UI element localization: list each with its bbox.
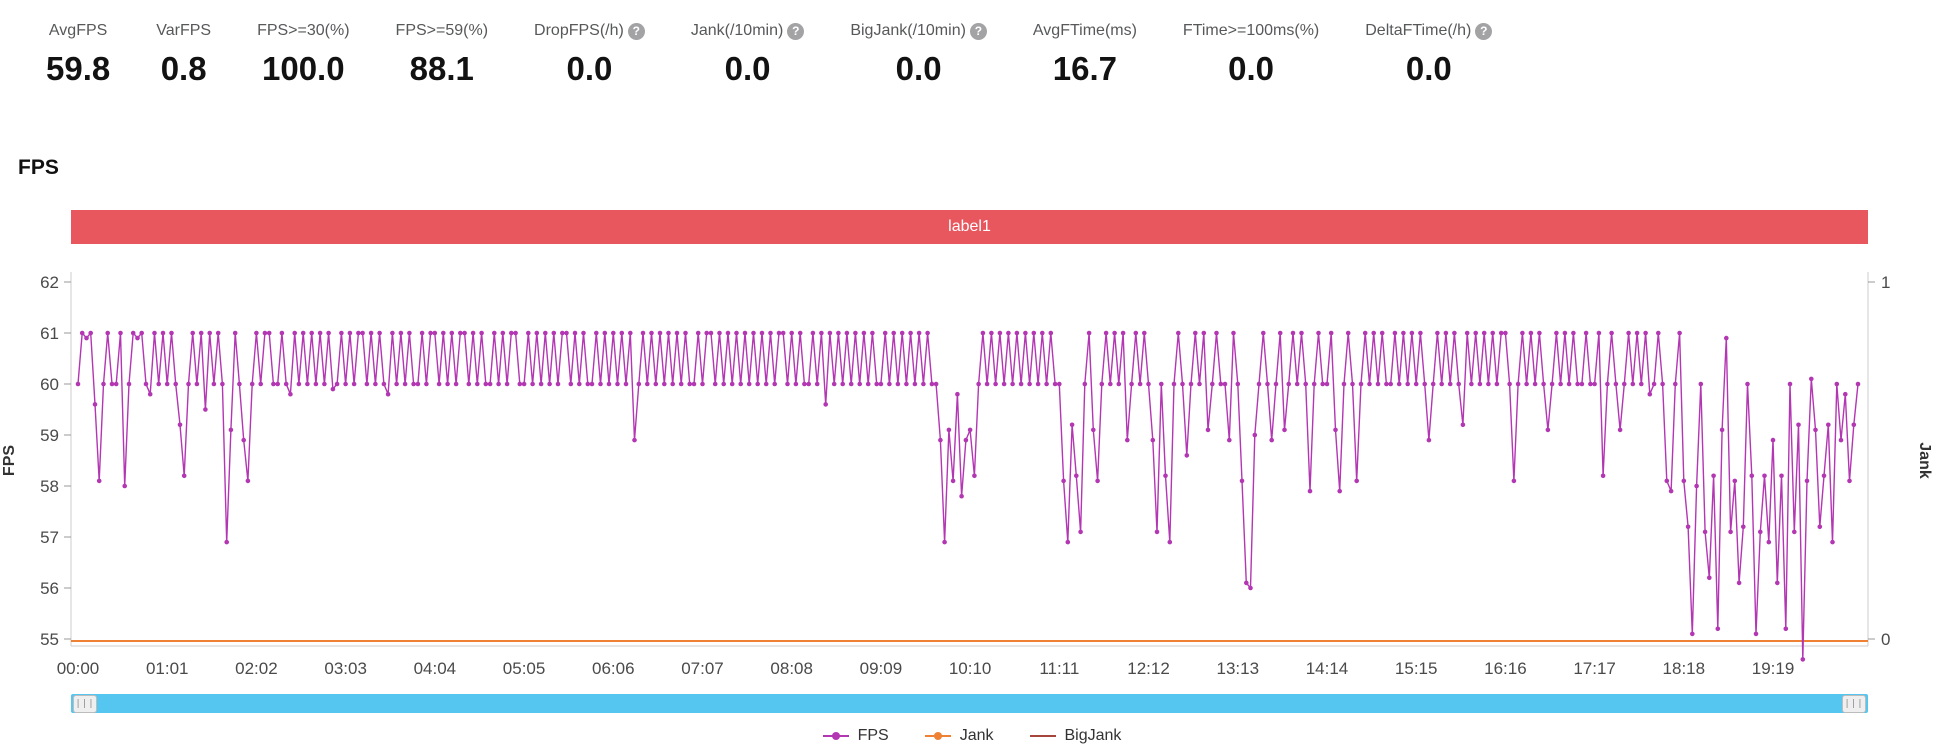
- metrics-bar: AvgFPS 59.8 VarFPS 0.8 FPS>=30(%) 100.0 FPS>=5…: [46, 22, 1493, 88]
- metric-label: AvgFPS: [48, 22, 108, 39]
- x-axis-tick: 04:04: [414, 659, 457, 678]
- metric-value: 16.7: [1052, 50, 1118, 87]
- legend-item-jank[interactable]: Jank: [923, 727, 994, 745]
- metric-value: 0.0: [724, 50, 771, 87]
- right-axis-title: Jank: [1916, 442, 1933, 479]
- x-axis-tick: 08:08: [770, 659, 813, 678]
- metric-label: BigJank(/10min): [850, 22, 966, 39]
- x-axis-tick: 16:16: [1484, 659, 1527, 678]
- legend-marker-icon: [924, 732, 951, 740]
- right-axis-tick: 0: [1881, 630, 1890, 649]
- datazoom-right-handle[interactable]: |||: [1842, 695, 1866, 713]
- metric-value: 88.1: [409, 50, 474, 87]
- left-axis-tick: 57: [40, 528, 59, 547]
- legend-marker-icon: [822, 732, 849, 740]
- metric-value: 0.0: [895, 50, 942, 87]
- left-axis-title: FPS: [1, 445, 18, 476]
- x-axis-tick: 15:15: [1395, 659, 1438, 678]
- x-axis-tick: 18:18: [1663, 659, 1706, 678]
- metric-value: 59.8: [46, 50, 111, 87]
- metric-label: Jank(/10min): [690, 22, 784, 39]
- chart-label-text: label1: [948, 218, 991, 235]
- metric-label: FTime>=100ms(%): [1182, 22, 1320, 39]
- legend-marker-icon: [1029, 735, 1056, 737]
- x-axis-tick: 07:07: [681, 659, 724, 678]
- metric-9: DeltaFTime(/h)? 0.0: [1365, 22, 1493, 88]
- metric-value: 0.0: [566, 50, 613, 87]
- metric-value: 0.8: [160, 50, 207, 87]
- metric-label: DeltaFTime(/h): [1365, 22, 1472, 39]
- help-icon[interactable]: ?: [627, 22, 645, 40]
- fps-chart[interactable]: 55 56 57 58 59 60 61 62 0 1 FPS Jank 00:00 01:01 02:02…: [0, 258, 1942, 688]
- x-axis-tick: 13:13: [1216, 659, 1259, 678]
- metric-value: 0.0: [1405, 50, 1452, 87]
- x-axis-tick: 11:11: [1039, 659, 1079, 678]
- metric-label: VarFPS: [156, 22, 212, 39]
- legend-label: Jank: [959, 727, 994, 744]
- left-axis-tick: 59: [40, 426, 59, 445]
- x-axis-tick: 10:10: [949, 659, 992, 678]
- metric-label: AvgFTime(ms): [1032, 22, 1137, 39]
- legend-label: BigJank: [1064, 727, 1122, 744]
- metric-3: FPS>=59(%) 88.1: [396, 22, 488, 88]
- help-icon[interactable]: ?: [787, 22, 805, 40]
- left-axis-tick: 56: [40, 579, 59, 598]
- left-axis-tick: 58: [40, 477, 59, 496]
- x-axis-tick: 05:05: [503, 659, 546, 678]
- metric-label: DropFPS(/h): [534, 22, 624, 39]
- metric-0: AvgFPS 59.8: [46, 22, 110, 88]
- x-axis-tick: 03:03: [324, 659, 367, 678]
- metric-value: 100.0: [262, 50, 345, 87]
- legend-item-fps[interactable]: FPS: [821, 727, 889, 745]
- metric-label: FPS>=30(%): [257, 22, 350, 39]
- x-axis-tick: 14:14: [1306, 659, 1349, 678]
- x-axis-tick: 12:12: [1127, 659, 1170, 678]
- chart-label-banner: label1: [71, 210, 1868, 244]
- x-axis-tick: 19:19: [1752, 659, 1795, 678]
- chart-section-title: FPS: [18, 156, 59, 179]
- metric-5: Jank(/10min)? 0.0: [690, 22, 805, 88]
- legend-label: FPS: [857, 727, 889, 744]
- x-axis-tick: 02:02: [235, 659, 278, 678]
- metric-4: DropFPS(/h)? 0.0: [534, 22, 645, 88]
- datazoom-left-handle[interactable]: |||: [73, 695, 97, 713]
- datazoom-scrollbar[interactable]: ||| |||: [71, 694, 1868, 713]
- metric-6: BigJank(/10min)? 0.0: [850, 22, 987, 88]
- legend-item-bigjank[interactable]: BigJank: [1028, 727, 1122, 745]
- chart-legend: FPS Jank BigJank: [0, 727, 1942, 745]
- left-axis-tick: 61: [40, 324, 59, 343]
- x-axis-tick: 09:09: [860, 659, 903, 678]
- metric-7: AvgFTime(ms) 16.7: [1033, 22, 1137, 88]
- metric-1: VarFPS 0.8: [156, 22, 211, 88]
- metric-value: 0.0: [1228, 50, 1275, 87]
- left-axis-tick: 55: [40, 630, 59, 649]
- help-icon[interactable]: ?: [1475, 22, 1493, 40]
- metric-2: FPS>=30(%) 100.0: [257, 22, 349, 88]
- x-axis-tick: 06:06: [592, 659, 635, 678]
- x-axis-tick: 01:01: [146, 659, 189, 678]
- metric-8: FTime>=100ms(%) 0.0: [1183, 22, 1319, 88]
- left-axis-tick: 62: [40, 273, 59, 292]
- metric-label: FPS>=59(%): [395, 22, 489, 39]
- x-axis-tick: 00:00: [57, 659, 100, 678]
- left-axis-tick: 60: [40, 375, 59, 394]
- help-icon[interactable]: ?: [969, 22, 987, 40]
- x-axis-tick: 17:17: [1573, 659, 1616, 678]
- fps-series-line: [77, 332, 1859, 661]
- right-axis-tick: 1: [1881, 273, 1890, 292]
